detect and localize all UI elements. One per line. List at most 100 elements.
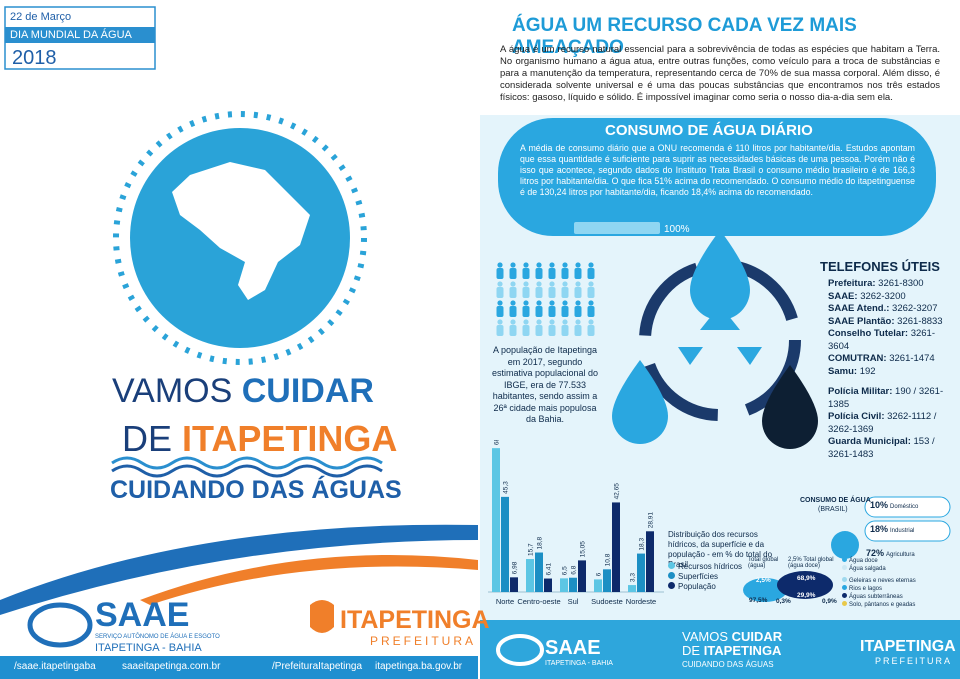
headline: DE ITAPETINGA xyxy=(122,418,397,460)
cycle-arrows xyxy=(639,259,801,421)
person-icon xyxy=(523,281,529,287)
global-cylinder xyxy=(743,578,787,602)
swoosh-orange xyxy=(140,555,478,605)
legend-swatch xyxy=(842,593,847,598)
person-icon xyxy=(523,262,529,268)
value-label: 6,8 xyxy=(571,565,578,574)
brazil-map xyxy=(172,162,310,300)
legend-label: Rios e lagos xyxy=(849,586,883,592)
drop-happy xyxy=(690,230,750,320)
person-icon xyxy=(562,319,568,325)
legend-swatch xyxy=(842,585,847,590)
consumo-title: CONSUMO DE ÁGUA DIÁRIO xyxy=(605,122,813,139)
global-label: Total global (água) xyxy=(748,557,779,569)
person-icon xyxy=(510,319,516,325)
bar xyxy=(594,579,602,592)
person-icon xyxy=(562,281,568,287)
person-icon xyxy=(548,268,556,279)
footer-link: itapetinga.ba.gov.br xyxy=(375,661,463,672)
person-icon xyxy=(536,319,542,325)
saae-full: SERVIÇO AUTÔNOMO DE ÁGUA E ESGOTO xyxy=(95,634,220,640)
bar xyxy=(578,560,586,592)
saae-name: SAAE xyxy=(95,596,190,634)
consumo-label: Agricultura xyxy=(886,552,915,558)
person-icon xyxy=(509,325,517,336)
person-icon xyxy=(535,287,543,298)
person-icon xyxy=(497,281,503,287)
bar xyxy=(544,578,552,592)
consumo-item: 18% Industrial xyxy=(870,524,914,534)
consumo-pct: 10% xyxy=(870,500,889,510)
person-icon xyxy=(574,306,582,317)
right-footer-bar xyxy=(480,620,960,679)
legend-item: Água doce xyxy=(842,557,916,565)
value-label: 3,3 xyxy=(630,573,637,582)
populacao-text: A população de Itapetinga em 2017, segun… xyxy=(491,345,599,424)
prefeitura-crest xyxy=(310,600,334,633)
bar xyxy=(646,531,654,592)
person-icon xyxy=(535,325,543,336)
person-icon xyxy=(509,268,517,279)
person-icon xyxy=(510,262,516,268)
doce-label: 2,5% Total global (água doce) xyxy=(788,557,834,569)
person-icon xyxy=(509,306,517,317)
person-icon xyxy=(497,319,503,325)
telefone-value: 3262-3207 xyxy=(892,303,938,314)
footer-headline: VAMOS CUIDAR DE ITAPETINGA xyxy=(682,630,782,658)
legend-item: População xyxy=(668,582,742,592)
value-label: 6,5 xyxy=(562,566,569,575)
telefone-value: 3261-1474 xyxy=(889,353,935,364)
right-title: ÁGUA UM RECURSO CADA VEZ MAIS AMEAÇADO xyxy=(512,15,857,58)
consumo-pill xyxy=(864,520,951,542)
legend-item: Águas subterrâneas xyxy=(842,593,916,601)
x-tick-label: Nordeste xyxy=(626,597,656,606)
telefone-label: Samu: xyxy=(828,365,858,377)
prefeitura-sub: PREFEITURA xyxy=(370,634,477,648)
legend-label: Solo, pântanos e geadas xyxy=(849,602,916,608)
bar xyxy=(501,496,509,592)
telefone-label: Prefeitura: xyxy=(828,278,876,289)
legend-item: Rios e lagos xyxy=(842,585,916,593)
person-icon xyxy=(574,287,582,298)
legend-swatch xyxy=(668,562,675,569)
bar xyxy=(510,577,518,592)
consumo-percent: 100% xyxy=(664,224,690,235)
telefones-title: TELEFONES ÚTEIS xyxy=(820,259,940,274)
headline-word: VAMOS xyxy=(682,629,728,644)
telefone-item: Guarda Municipal: 153 / 3261-1483 xyxy=(828,436,953,461)
footer-link: saaeitapetinga.com.br xyxy=(122,661,221,672)
saae-logo xyxy=(496,634,544,666)
consumo-box xyxy=(498,118,936,236)
consumo-label: Doméstico xyxy=(890,504,919,510)
consumo-text: A média de consumo diário que a ONU reco… xyxy=(520,143,915,197)
telefone-label: Polícia Militar: xyxy=(828,386,893,397)
person-icon xyxy=(588,281,594,287)
telefone-item: COMUTRAN: 3261-1474 xyxy=(828,353,953,366)
consumo-icon xyxy=(831,531,859,559)
year: 2018 xyxy=(12,47,57,69)
person-icon xyxy=(510,300,516,306)
legend-label: População xyxy=(678,582,716,591)
telefone-item: Polícia Civil: 3262-1112 / 3262-1369 xyxy=(828,411,953,436)
person-icon xyxy=(522,306,530,317)
tagline: CUIDANDO DAS ÁGUAS xyxy=(110,476,402,504)
drop-happy xyxy=(612,360,668,444)
person-icon xyxy=(575,281,581,287)
legend-item: Recursos hídricos xyxy=(668,562,742,572)
headline: VAMOS CUIDAR xyxy=(112,372,374,411)
saae-place: ITAPETINGA - BAHIA xyxy=(95,642,202,654)
person-icon xyxy=(522,268,530,279)
person-icon xyxy=(561,306,569,317)
telefone-label: COMUTRAN: xyxy=(828,353,887,364)
person-icon xyxy=(588,319,594,325)
bar xyxy=(492,448,500,592)
headline-word: ITAPETINGA xyxy=(703,643,782,658)
doce-cylinder xyxy=(777,571,833,599)
legend-label: Água doce xyxy=(849,558,878,564)
legend-swatch xyxy=(668,572,675,579)
person-icon xyxy=(536,262,542,268)
consumo-brasil-subtitle: (BRASIL) xyxy=(818,506,848,513)
telefone-item: Conselho Tutelar: 3261-3604 xyxy=(828,328,953,353)
